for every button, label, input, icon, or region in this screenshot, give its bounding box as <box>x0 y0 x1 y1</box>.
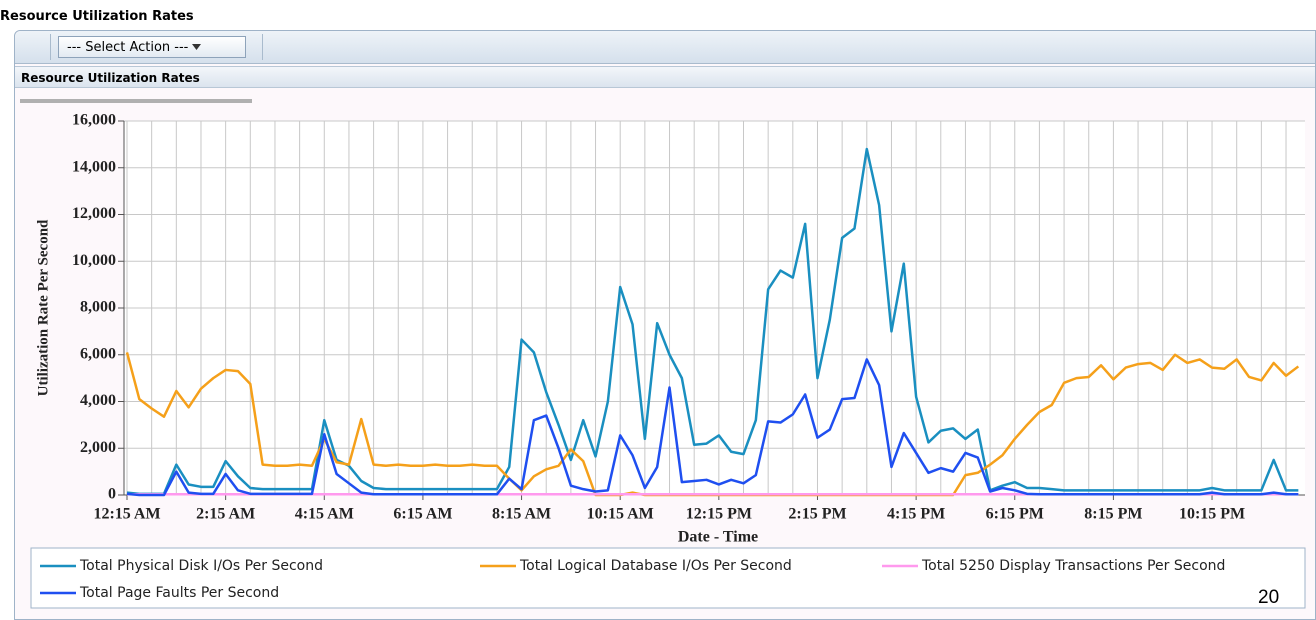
y-tick-label: 0 <box>108 486 116 503</box>
x-tick-label: 8:15 AM <box>492 506 551 523</box>
series-line <box>126 147 1299 496</box>
y-tick-label: 12,000 <box>72 205 116 222</box>
action-button-label: --- Select Action --- <box>67 40 189 55</box>
legend-label: Total Page Faults Per Second <box>79 585 279 601</box>
x-tick-label: 4:15 AM <box>295 506 354 523</box>
y-tick-label: 2,000 <box>80 439 116 456</box>
y-tick-label: 10,000 <box>72 252 116 269</box>
x-tick-label: 12:15 PM <box>686 506 752 523</box>
legend <box>30 547 1306 609</box>
x-tick-label: 10:15 AM <box>587 506 654 523</box>
series-line <box>126 358 1299 497</box>
x-tick-label: 6:15 PM <box>986 506 1044 523</box>
y-axis-label: Utilization Rate Per Second <box>35 219 51 396</box>
y-tick-label: 6,000 <box>80 345 116 362</box>
x-tick-label: 4:15 PM <box>887 506 945 523</box>
x-tick-label: 10:15 PM <box>1179 506 1245 523</box>
y-tick-label: 14,000 <box>72 158 116 175</box>
action-button[interactable]: --- Select Action --- <box>58 36 246 58</box>
x-tick-label: 6:15 AM <box>393 506 452 523</box>
x-axis-label: Date - Time <box>678 529 758 546</box>
dropdown-arrow <box>192 44 202 50</box>
separator <box>50 34 51 60</box>
separator <box>262 34 263 60</box>
x-tick-label: 2:15 AM <box>196 506 255 523</box>
page-title: Resource Utilization Rates <box>0 9 194 24</box>
x-tick-label: 8:15 PM <box>1084 506 1142 523</box>
page-number: 20 <box>1258 587 1279 608</box>
legend-label: Total 5250 Display Transactions Per Seco… <box>921 558 1225 574</box>
y-tick-label: 8,000 <box>80 299 116 316</box>
chart: Date - Time Utilization Rate Per Second … <box>20 99 1306 609</box>
panel-title: Resource Utilization Rates <box>15 66 1315 88</box>
y-tick-label: 4,000 <box>80 392 116 409</box>
scroll-indicator <box>20 99 252 103</box>
x-tick-label: 2:15 PM <box>788 506 846 523</box>
x-tick-label: 12:15 AM <box>93 506 160 523</box>
legend-label: Total Physical Disk I/Os Per Second <box>79 558 323 574</box>
legend-label: Total Logical Database I/Os Per Second <box>519 558 792 574</box>
y-tick-label: 16,000 <box>72 112 116 129</box>
